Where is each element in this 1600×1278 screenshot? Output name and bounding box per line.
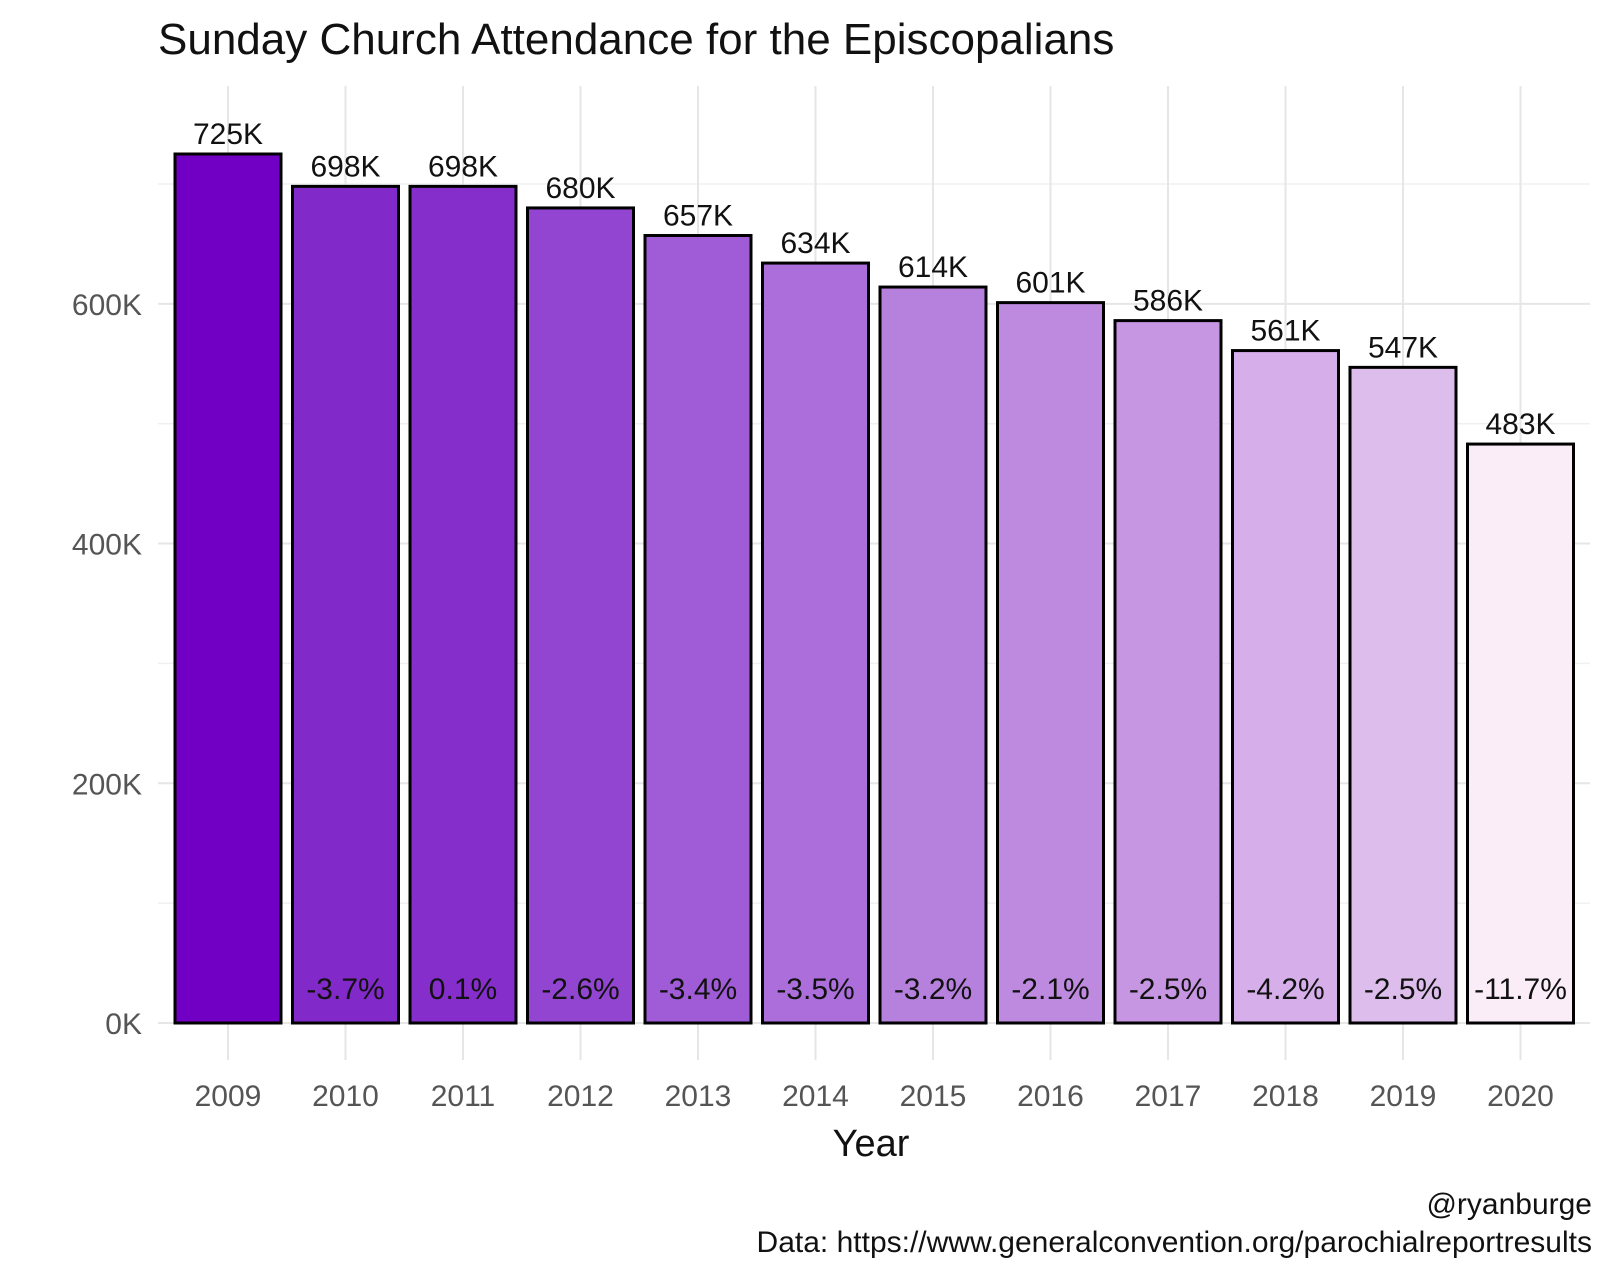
value-label-2020: 483K — [1485, 408, 1555, 441]
value-label-2012: 680K — [545, 172, 615, 205]
value-label-2018: 561K — [1250, 315, 1320, 348]
pct-change-label-2014: -3.5% — [776, 973, 854, 1006]
x-tick-label-2010: 2010 — [312, 1080, 379, 1113]
pct-change-label-2020: -11.7% — [1474, 973, 1567, 1006]
y-tick-label: 200K — [72, 768, 142, 801]
pct-change-label-2019: -2.5% — [1364, 973, 1442, 1006]
bars-layer — [173, 152, 1575, 1025]
value-label-2014: 634K — [780, 227, 850, 260]
x-tick-label-2011: 2011 — [431, 1080, 496, 1113]
x-tick-label-2020: 2020 — [1487, 1080, 1554, 1113]
x-tick-label-2017: 2017 — [1135, 1080, 1202, 1113]
pct-change-label-2015: -3.2% — [894, 973, 972, 1006]
bar-2012 — [526, 206, 635, 1025]
value-label-2010: 698K — [310, 150, 380, 183]
x-tick-label-2009: 2009 — [195, 1080, 262, 1113]
bar-2014 — [761, 261, 870, 1025]
x-tick-label-2013: 2013 — [665, 1080, 732, 1113]
pct-change-label-2011: 0.1% — [429, 973, 497, 1006]
y-tick-label: 0K — [105, 1008, 142, 1041]
value-label-2011: 698K — [428, 150, 498, 183]
bar-2015 — [878, 285, 988, 1025]
x-axis: 2009 2010 2011 2012 2013 2014 2015 2016 2017 2018… — [195, 1080, 1554, 1113]
y-tick-label: 600K — [72, 289, 142, 322]
bar-2011 — [408, 184, 518, 1025]
x-tick-label-2018: 2018 — [1252, 1080, 1319, 1113]
x-tick-label-2015: 2015 — [900, 1080, 967, 1113]
caption-source: Data: https://www.generalconvention.org/… — [757, 1226, 1592, 1259]
y-axis: 0K 200K 400K 600K — [72, 289, 142, 1041]
pct-change-label-2018: -4.2% — [1246, 973, 1324, 1006]
value-label-2013: 657K — [663, 200, 733, 233]
bar-2013 — [643, 234, 753, 1025]
caption-author: @ryanburge — [1426, 1188, 1592, 1221]
bar-2020 — [1466, 442, 1575, 1025]
bar-2009 — [173, 152, 283, 1025]
value-label-2017: 586K — [1133, 285, 1203, 318]
value-label-2009: 725K — [193, 118, 263, 151]
bar-2019 — [1348, 365, 1458, 1025]
pct-change-label-2017: -2.5% — [1129, 973, 1207, 1006]
x-tick-label-2014: 2014 — [782, 1080, 849, 1113]
labels-layer: 725K 698K -3.7% 698K 0.1% 680K -2.6% 657K -3.4% 6… — [193, 118, 1567, 1006]
pct-change-label-2012: -2.6% — [541, 973, 619, 1006]
x-tick-label-2016: 2016 — [1017, 1080, 1084, 1113]
value-label-2016: 601K — [1015, 267, 1085, 300]
x-tick-label-2019: 2019 — [1370, 1080, 1437, 1113]
value-label-2015: 614K — [898, 251, 968, 284]
value-label-2019: 547K — [1368, 331, 1438, 364]
bar-2016 — [996, 301, 1105, 1025]
chart-title: Sunday Church Attendance for the Episcop… — [158, 15, 1114, 64]
bar-2010 — [291, 184, 400, 1025]
pct-change-label-2016: -2.1% — [1011, 973, 1089, 1006]
bar-2018 — [1231, 349, 1340, 1025]
y-tick-label: 400K — [72, 529, 142, 562]
pct-change-label-2010: -3.7% — [306, 973, 384, 1006]
bar-2017 — [1113, 319, 1223, 1025]
x-axis-title: Year — [833, 1123, 910, 1165]
x-tick-label-2012: 2012 — [547, 1080, 614, 1113]
pct-change-label-2013: -3.4% — [659, 973, 737, 1006]
